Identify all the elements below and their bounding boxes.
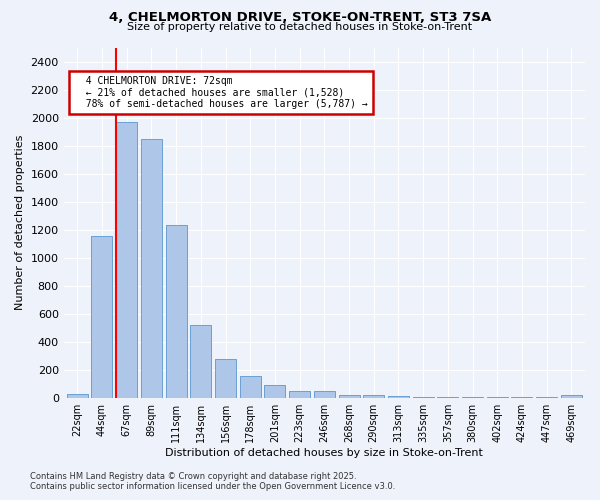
Bar <box>91 236 112 398</box>
Bar <box>289 392 310 398</box>
Bar <box>388 396 409 398</box>
Bar <box>67 394 88 398</box>
Bar <box>338 395 359 398</box>
Bar <box>561 395 582 398</box>
Bar <box>314 392 335 398</box>
Text: Size of property relative to detached houses in Stoke-on-Trent: Size of property relative to detached ho… <box>127 22 473 32</box>
Bar <box>363 395 384 398</box>
Y-axis label: Number of detached properties: Number of detached properties <box>15 135 25 310</box>
Bar <box>166 226 187 398</box>
Bar <box>141 138 162 398</box>
Bar <box>462 397 483 398</box>
Bar <box>265 384 286 398</box>
Bar <box>190 325 211 398</box>
Text: 4 CHELMORTON DRIVE: 72sqm
  ← 21% of detached houses are smaller (1,528)
  78% o: 4 CHELMORTON DRIVE: 72sqm ← 21% of detac… <box>74 76 368 108</box>
Bar <box>437 397 458 398</box>
Bar <box>215 359 236 398</box>
X-axis label: Distribution of detached houses by size in Stoke-on-Trent: Distribution of detached houses by size … <box>166 448 483 458</box>
Text: Contains HM Land Registry data © Crown copyright and database right 2025.
Contai: Contains HM Land Registry data © Crown c… <box>30 472 395 491</box>
Bar <box>413 396 434 398</box>
Bar <box>116 122 137 398</box>
Text: 4, CHELMORTON DRIVE, STOKE-ON-TRENT, ST3 7SA: 4, CHELMORTON DRIVE, STOKE-ON-TRENT, ST3… <box>109 11 491 24</box>
Bar <box>240 376 261 398</box>
